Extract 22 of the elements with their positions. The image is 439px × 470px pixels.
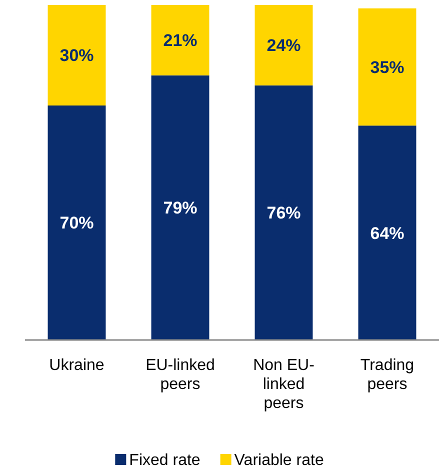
data-label: 30% <box>60 46 94 66</box>
data-label: 76% <box>266 204 301 223</box>
x-tick-label: Ukraine <box>49 357 104 374</box>
bar <box>358 8 416 126</box>
data-label: 35% <box>370 58 404 77</box>
x-tick-label: EU-linked peers <box>146 357 215 393</box>
bar <box>358 126 416 340</box>
legend-label: Variable rate <box>234 452 324 469</box>
bar <box>151 75 210 340</box>
legend-label: Fixed rate <box>129 452 200 469</box>
bar <box>254 5 313 86</box>
x-tick-label: Non EU-linked peers <box>253 357 314 412</box>
bar <box>254 85 313 340</box>
data-label: 79% <box>163 198 198 218</box>
data-label: 21% <box>163 31 198 50</box>
x-tick-label: Trading peers <box>360 357 414 393</box>
bar <box>48 5 106 106</box>
data-label: 70% <box>60 214 94 233</box>
data-label: 64% <box>370 224 404 243</box>
bar <box>48 106 106 340</box>
data-label: 24% <box>266 36 301 56</box>
bar <box>151 5 210 76</box>
